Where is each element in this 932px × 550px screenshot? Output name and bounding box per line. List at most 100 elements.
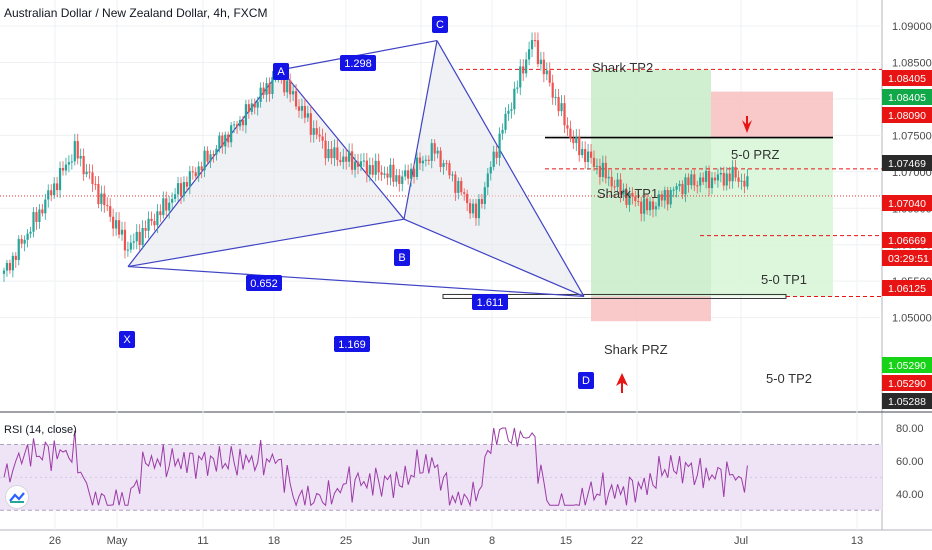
five-zero-tp-zone <box>711 137 833 297</box>
candle-body <box>289 80 292 95</box>
candle-body <box>209 154 212 162</box>
price-tag-label: 1.08405 <box>888 92 926 104</box>
candle-body <box>241 120 245 126</box>
candle-body <box>73 141 76 162</box>
price-tick-label: 1.07500 <box>892 130 932 142</box>
pattern-leg-bd <box>403 218 585 298</box>
candle-body <box>150 218 153 222</box>
time-tick-label: Jun <box>412 535 430 547</box>
time-tick-label: 11 <box>197 535 208 547</box>
ratio-badge <box>334 336 370 352</box>
candle-body <box>233 124 236 126</box>
candle-body <box>182 182 186 197</box>
candle-body <box>94 183 97 185</box>
candle-body <box>227 134 230 143</box>
price-tag-label: 03:29:51 <box>888 253 929 265</box>
candle-body <box>616 179 619 187</box>
pattern-point-badge <box>273 63 289 80</box>
price-tag-label: 1.05288 <box>888 396 926 408</box>
price-tag-label: 1.05290 <box>888 378 926 390</box>
candle-body <box>637 201 640 203</box>
pattern-leg-bc <box>403 40 438 220</box>
annotation-label: Shark TP2 <box>592 60 653 75</box>
candle-body <box>333 147 336 159</box>
candle-body <box>253 103 256 108</box>
pattern-point-a: A <box>277 66 285 78</box>
candle-body <box>610 176 613 187</box>
candle-body <box>539 59 542 65</box>
candle-body <box>327 148 330 159</box>
candle-body <box>469 203 472 214</box>
candle-body <box>147 218 150 231</box>
time-tick-label: 18 <box>268 535 280 547</box>
candle-body <box>70 161 73 163</box>
candle-body <box>67 162 70 165</box>
candle-body <box>238 120 242 127</box>
candle-body <box>498 133 501 158</box>
candle-body <box>109 206 112 217</box>
price-tag-badge <box>882 250 932 266</box>
candle-body <box>427 159 430 161</box>
pattern-leg-ab <box>280 69 405 220</box>
candle-body <box>259 87 262 102</box>
candle-body <box>35 212 38 222</box>
candle-body <box>575 136 578 144</box>
candle-body <box>725 173 728 186</box>
short-arrow-icon <box>742 116 752 133</box>
time-tick-label: 8 <box>489 535 495 547</box>
candle-body <box>581 148 584 156</box>
tradingview-logo[interactable] <box>6 486 28 508</box>
candle-body <box>678 183 681 187</box>
candle-body <box>23 239 26 244</box>
candle-body <box>746 176 749 187</box>
candle-body <box>156 211 159 226</box>
price-tag-label: 1.08405 <box>888 73 926 85</box>
candle-body <box>265 83 268 95</box>
candle-body <box>126 249 129 251</box>
pattern-point-b: B <box>398 252 405 264</box>
candle-body <box>144 227 147 231</box>
candle-body <box>20 239 23 244</box>
candle-body <box>135 231 138 242</box>
candle-body <box>643 198 646 214</box>
candle-body <box>203 150 206 171</box>
annotation-label: Shark TP1 <box>597 186 658 201</box>
candle-body <box>197 166 200 177</box>
ratio-badge <box>340 55 376 71</box>
candle-body <box>418 157 422 164</box>
pattern-point-badge <box>394 249 410 266</box>
candle-body <box>705 170 708 182</box>
candle-body <box>250 103 253 113</box>
time-tick-label: 15 <box>560 535 572 547</box>
candle-body <box>604 162 607 179</box>
candle-body <box>191 171 194 173</box>
five-zero-stop-zone <box>711 91 833 138</box>
candle-body <box>439 150 442 167</box>
price-tag-badge <box>882 393 932 409</box>
candle-body <box>598 165 601 177</box>
candle-body <box>230 125 233 143</box>
pattern-leg-cd <box>436 40 585 297</box>
candle-body <box>324 140 327 159</box>
candle-body <box>374 160 377 175</box>
candle-body <box>365 160 368 175</box>
candle-body <box>702 177 705 182</box>
candle-body <box>215 148 218 155</box>
candle-body <box>474 203 478 219</box>
candle-body <box>141 227 144 245</box>
candle-body <box>716 174 719 181</box>
candle-body <box>707 170 711 189</box>
candle-body <box>318 134 321 137</box>
candle-body <box>728 173 731 182</box>
time-tick-label: 22 <box>631 535 643 547</box>
price-tick-label: 1.08500 <box>892 57 932 69</box>
candle-body <box>159 211 162 216</box>
candle-body <box>271 76 274 95</box>
shark-stop-zone <box>591 296 711 322</box>
candle-body <box>421 160 424 164</box>
pattern-leg-xb <box>127 218 405 268</box>
candle-body <box>386 173 389 178</box>
candle-body <box>362 160 365 162</box>
candle-body <box>165 198 168 211</box>
